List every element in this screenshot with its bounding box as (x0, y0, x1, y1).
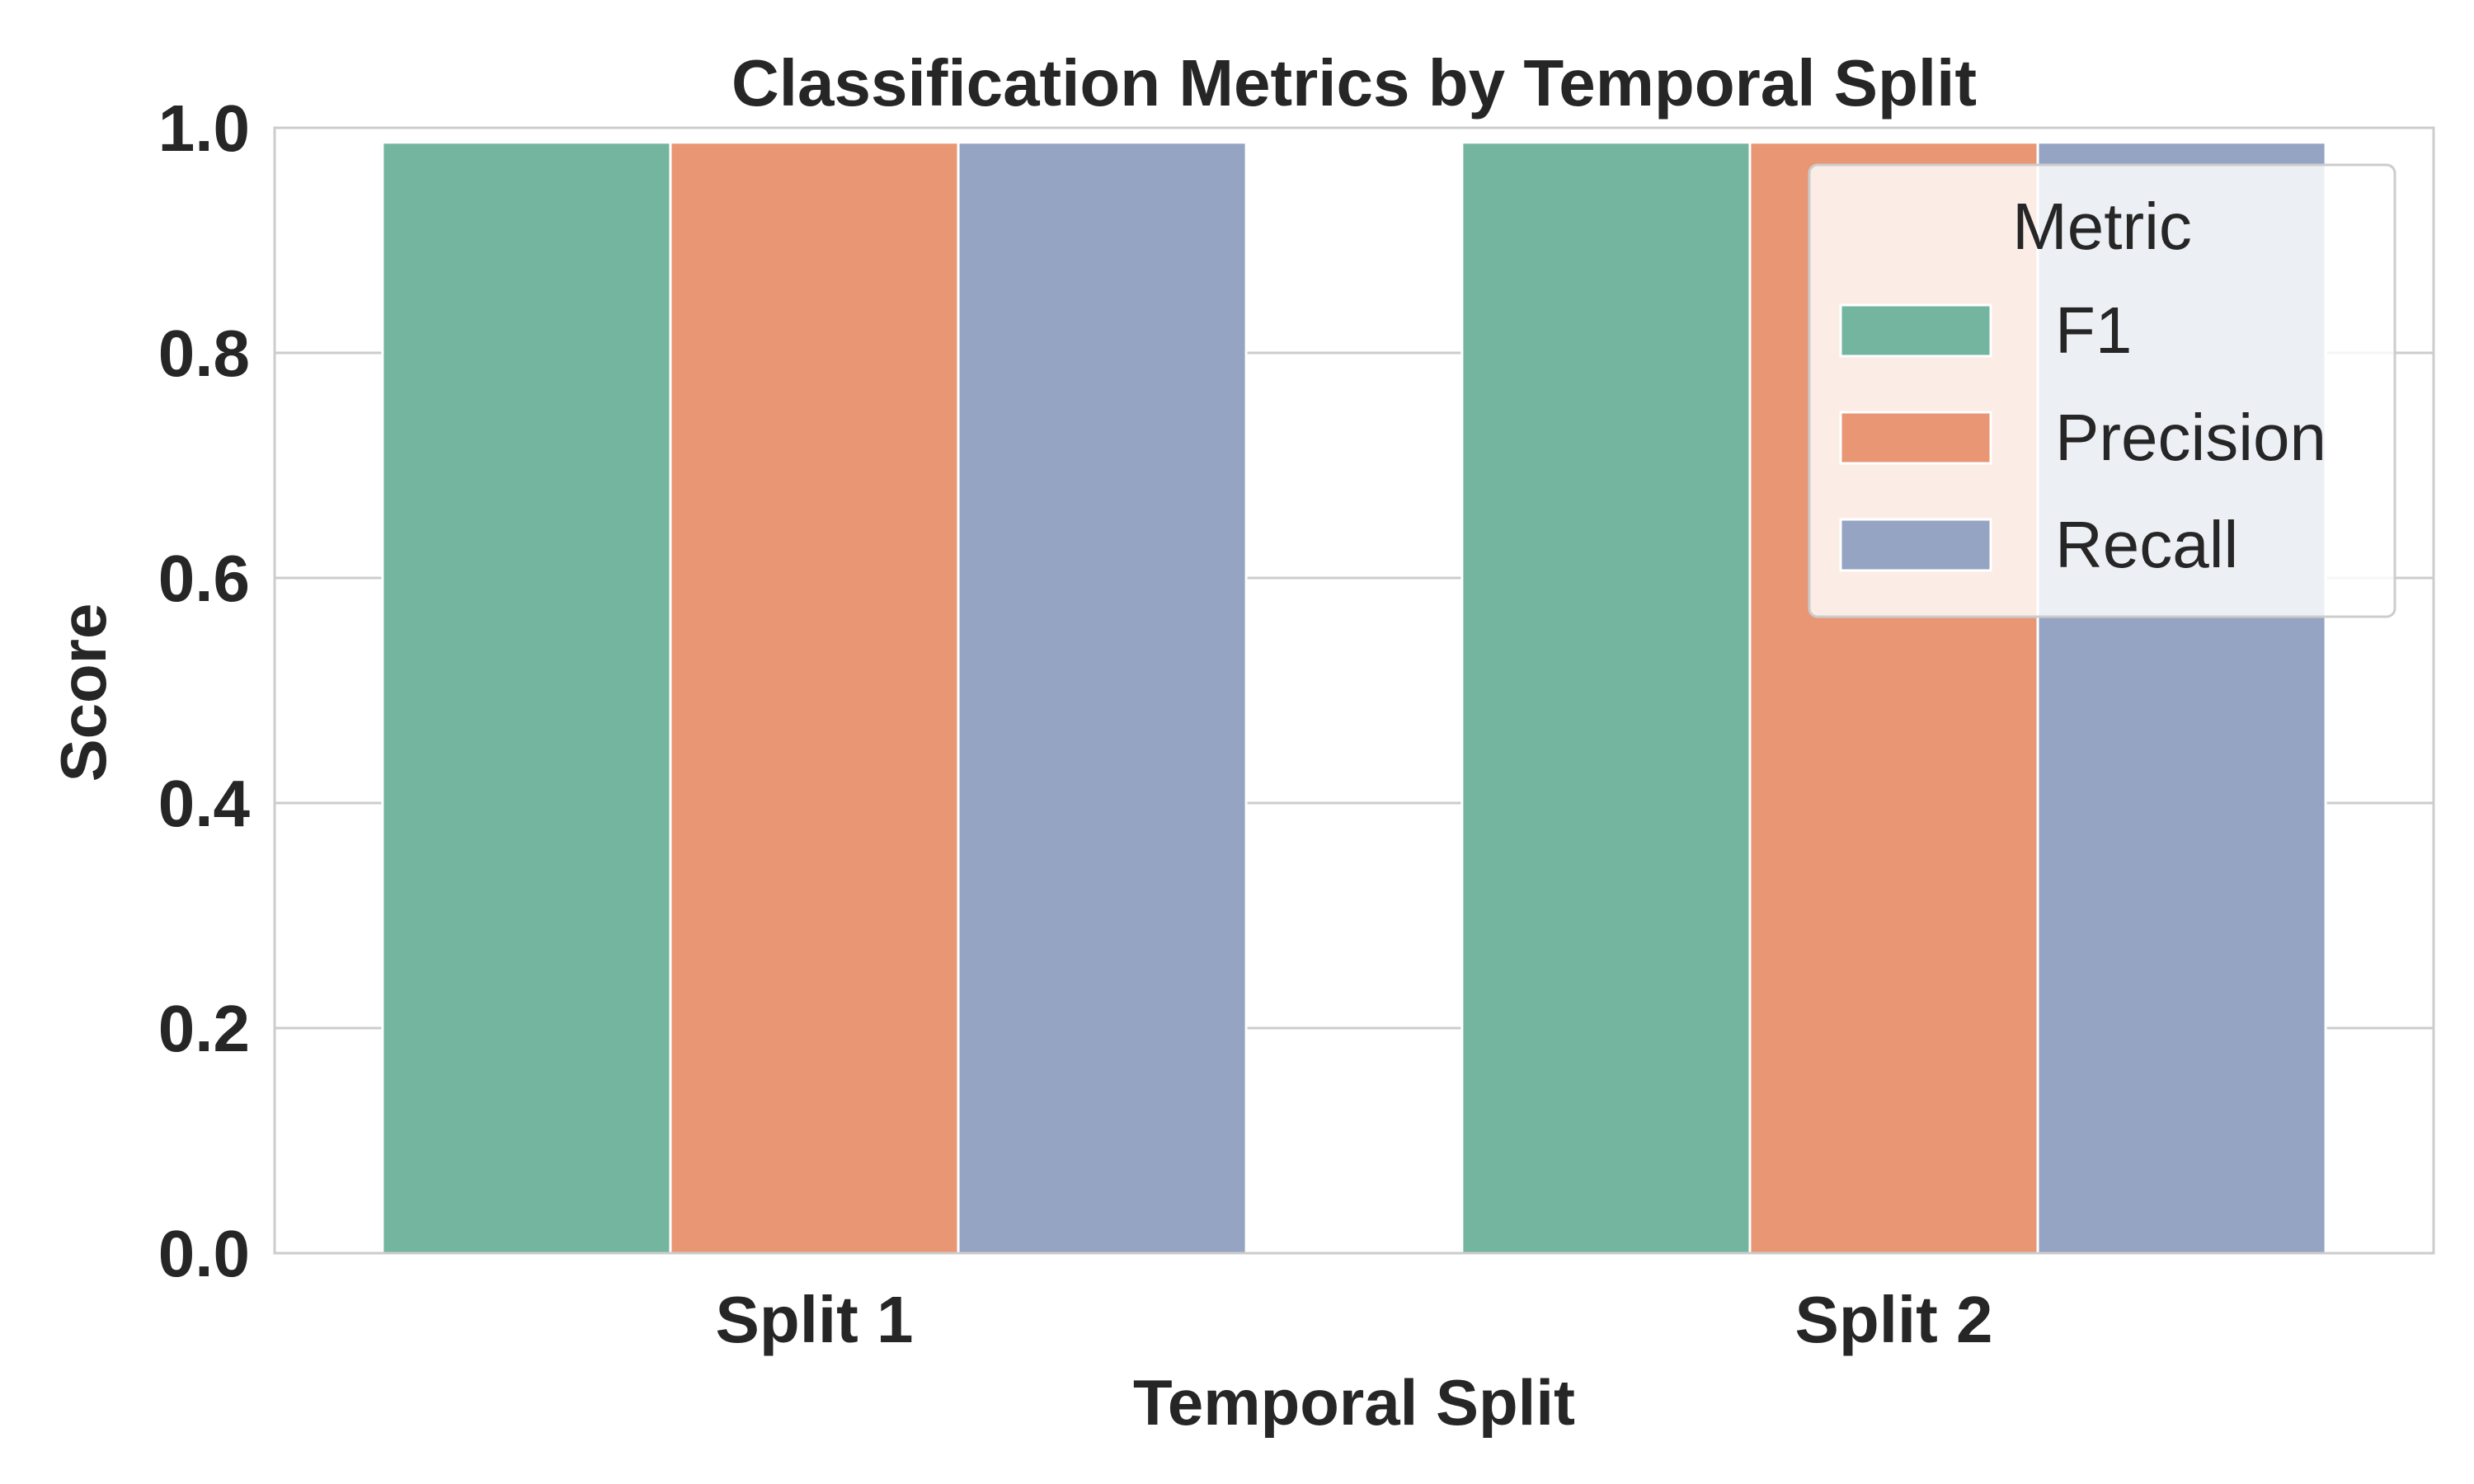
y-tick-label: 0.4 (158, 767, 251, 840)
bars (381, 141, 2327, 1255)
y-tick-label: 0.6 (158, 542, 250, 615)
legend-box (1808, 163, 2396, 618)
y-tick-label: 1.0 (158, 92, 250, 165)
x-axis-label: Temporal Split (1133, 1366, 1575, 1439)
y-axis-label: Score (47, 603, 120, 782)
x-tick-label: Split 1 (715, 1283, 913, 1356)
legend-swatch-f1 (1839, 303, 1992, 358)
bar-f1-1 (381, 141, 672, 1255)
y-tick-labels: 0.0 0.2 0.4 0.6 0.8 1.0 (158, 92, 251, 1290)
plot-frame (273, 126, 2435, 1255)
bar-recall-1 (957, 141, 1248, 1255)
legend-label-precision: Precision (2055, 401, 2326, 474)
legend-swatch-precision (1839, 411, 1992, 465)
bar-precision-1 (669, 141, 960, 1255)
legend-label-f1: F1 (2055, 294, 2132, 367)
legend-swatch-recall (1839, 518, 1992, 572)
bar-f1-2 (1460, 141, 1752, 1255)
x-tick-labels: Split 1 Split 2 (715, 1283, 1992, 1356)
chart-title: Classification Metrics by Temporal Split (731, 46, 1977, 120)
legend: Metric F1 Precision Recall (1808, 163, 2396, 618)
x-tick-label: Split 2 (1794, 1283, 1992, 1356)
y-tick-label: 0.0 (158, 1217, 250, 1290)
legend-title: Metric (2012, 190, 2192, 263)
y-tick-label: 0.8 (158, 317, 250, 390)
y-tick-label: 0.2 (158, 992, 250, 1065)
legend-items: F1 Precision Recall (1839, 294, 2326, 581)
legend-label-recall: Recall (2055, 508, 2238, 581)
